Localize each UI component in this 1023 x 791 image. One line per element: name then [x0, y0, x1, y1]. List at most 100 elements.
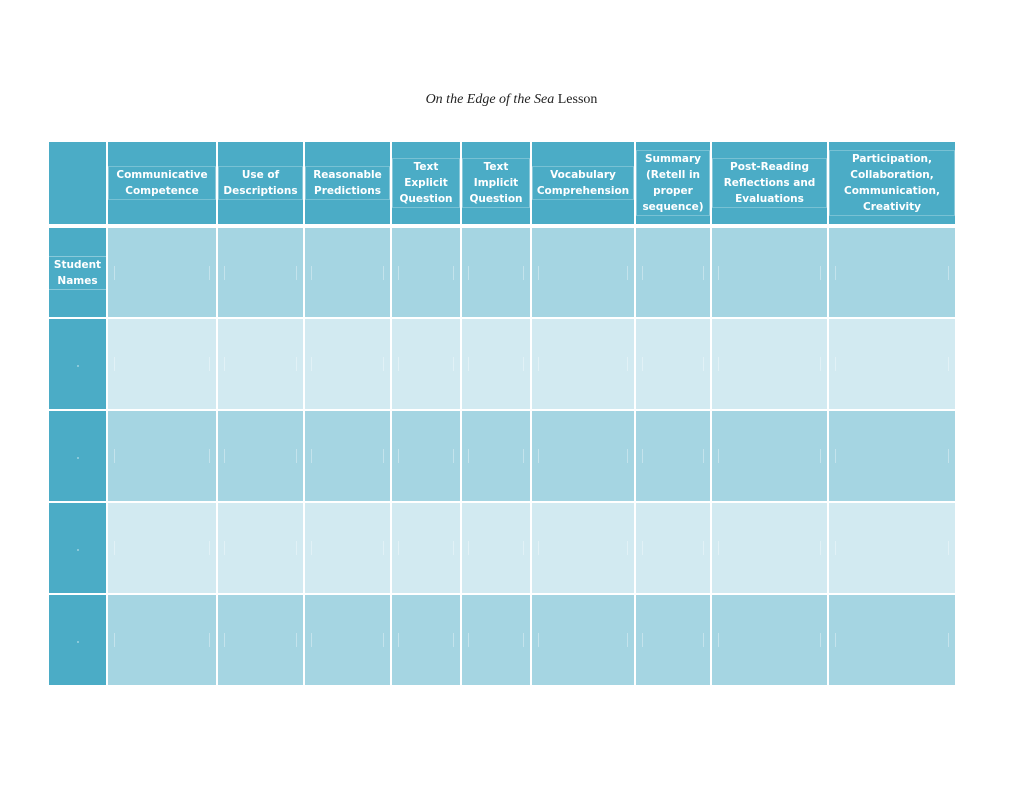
rubric-cell[interactable] — [216, 225, 305, 319]
rubric-cell[interactable] — [106, 593, 218, 687]
rubric-cell[interactable] — [390, 225, 462, 319]
rubric-cell[interactable] — [460, 501, 532, 595]
rubric-table: Communicative Competence Use of Descript… — [47, 140, 957, 687]
cell-guide — [398, 265, 454, 280]
cell-guide — [538, 449, 628, 463]
rubric-cell[interactable] — [106, 501, 218, 595]
cell-guide — [114, 449, 210, 463]
header-row: Communicative Competence Use of Descript… — [47, 140, 957, 227]
cell-guide — [311, 633, 384, 647]
cell-guide — [718, 541, 821, 555]
column-header-communicative-competence: Communicative Competence — [106, 140, 218, 227]
table-row: Student Names — [47, 225, 957, 319]
rubric-cell[interactable] — [460, 409, 532, 503]
column-header-vocabulary-comprehension: Vocabulary Comprehension — [530, 140, 636, 227]
cell-guide — [642, 449, 704, 463]
rubric-cell[interactable] — [390, 593, 462, 687]
rubric-cell[interactable] — [106, 317, 218, 411]
row-label — [76, 641, 79, 643]
cell-guide — [224, 449, 297, 463]
rubric-cell[interactable] — [827, 409, 957, 503]
column-header-summary: Summary (Retell in proper sequence) — [634, 140, 712, 227]
rubric-cell[interactable] — [303, 317, 392, 411]
cell-guide — [114, 541, 210, 555]
rubric-cell[interactable] — [634, 593, 712, 687]
rubric-cell[interactable] — [530, 593, 636, 687]
column-header-text-explicit-question: Text Explicit Question — [390, 140, 462, 227]
column-header-text-implicit-question: Text Implicit Question — [460, 140, 532, 227]
rubric-cell[interactable] — [460, 317, 532, 411]
cell-guide — [224, 541, 297, 555]
rubric-cell[interactable] — [216, 501, 305, 595]
rubric-cell[interactable] — [530, 409, 636, 503]
rubric-cell[interactable] — [634, 317, 712, 411]
cell-guide — [718, 449, 821, 463]
rubric-cell[interactable] — [634, 409, 712, 503]
rubric-cell[interactable] — [710, 317, 829, 411]
rubric-cell[interactable] — [390, 501, 462, 595]
rubric-cell[interactable] — [390, 317, 462, 411]
rubric-cell[interactable] — [634, 501, 712, 595]
rubric-cell[interactable] — [530, 501, 636, 595]
rubric-cell[interactable] — [827, 501, 957, 595]
rubric-cell[interactable] — [460, 225, 532, 319]
cell-guide — [835, 541, 949, 555]
cell-guide — [835, 265, 949, 280]
cell-guide — [224, 265, 297, 280]
cell-guide — [311, 541, 384, 555]
rubric-cell[interactable] — [634, 225, 712, 319]
row-label — [76, 457, 79, 459]
cell-guide — [538, 633, 628, 647]
rubric-cell[interactable] — [710, 225, 829, 319]
column-header-post-reading-reflections: Post-Reading Reflections and Evaluations — [710, 140, 829, 227]
cell-guide — [468, 357, 524, 371]
cell-guide — [538, 541, 628, 555]
cell-guide — [835, 633, 949, 647]
cell-guide — [538, 265, 628, 280]
rubric-cell[interactable] — [303, 593, 392, 687]
column-header-use-of-descriptions: Use of Descriptions — [216, 140, 305, 227]
cell-guide — [114, 265, 210, 280]
cell-guide — [468, 633, 524, 647]
table-row — [47, 593, 957, 687]
cell-guide — [224, 357, 297, 371]
cell-guide — [311, 265, 384, 280]
rubric-cell[interactable] — [390, 409, 462, 503]
cell-guide — [642, 357, 704, 371]
cell-guide — [398, 541, 454, 555]
row-label — [76, 365, 79, 367]
rubric-cell[interactable] — [303, 225, 392, 319]
rubric-cell[interactable] — [827, 225, 957, 319]
rubric-cell[interactable] — [303, 409, 392, 503]
cell-guide — [642, 265, 704, 280]
rubric-cell[interactable] — [303, 501, 392, 595]
column-header-reasonable-predictions: Reasonable Predictions — [303, 140, 392, 227]
rubric-cell[interactable] — [106, 225, 218, 319]
cell-guide — [718, 633, 821, 647]
row-label-cell — [47, 317, 108, 411]
rubric-cell[interactable] — [460, 593, 532, 687]
row-label: Student Names — [49, 255, 106, 290]
rubric-cell[interactable] — [710, 501, 829, 595]
cell-guide — [398, 633, 454, 647]
cell-guide — [398, 357, 454, 371]
rubric-cell[interactable] — [530, 225, 636, 319]
column-header-participation: Participation, Collaboration, Communicat… — [827, 140, 957, 227]
row-label-cell — [47, 409, 108, 503]
rubric-cell[interactable] — [530, 317, 636, 411]
rubric-cell[interactable] — [827, 317, 957, 411]
cell-guide — [114, 357, 210, 371]
rubric-cell[interactable] — [106, 409, 218, 503]
rubric-cell[interactable] — [710, 409, 829, 503]
cell-guide — [538, 357, 628, 371]
rubric-cell[interactable] — [827, 593, 957, 687]
cell-guide — [311, 357, 384, 371]
cell-guide — [468, 541, 524, 555]
cell-guide — [468, 449, 524, 463]
rubric-cell[interactable] — [710, 593, 829, 687]
rubric-cell[interactable] — [216, 317, 305, 411]
rubric-cell[interactable] — [216, 593, 305, 687]
cell-guide — [114, 633, 210, 647]
rubric-cell[interactable] — [216, 409, 305, 503]
title-rest: Lesson — [554, 92, 598, 107]
